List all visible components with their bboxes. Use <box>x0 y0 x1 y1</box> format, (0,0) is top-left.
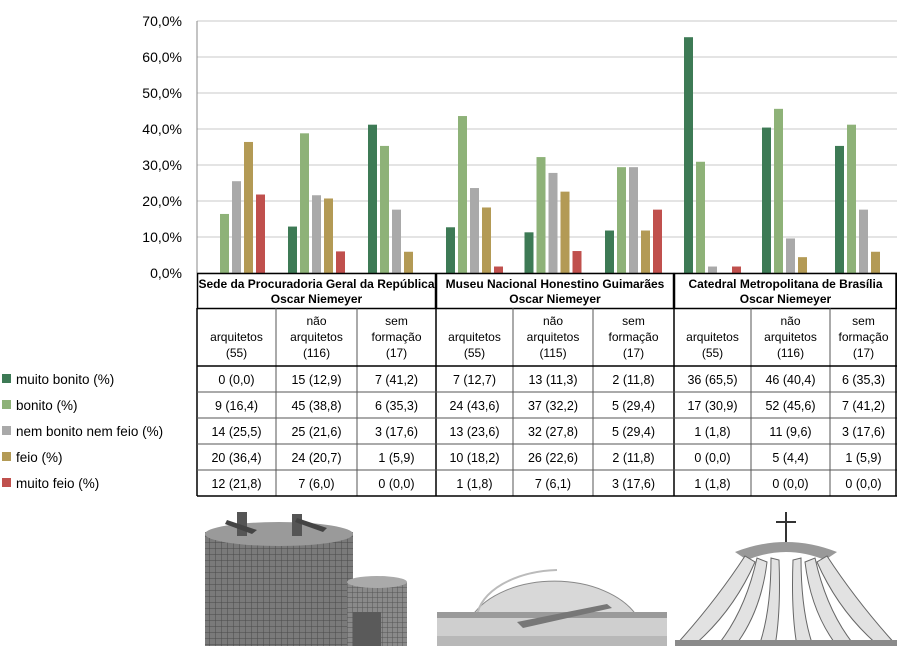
bar <box>786 238 795 273</box>
bar <box>548 172 558 273</box>
y-tick-label: 30,0% <box>142 157 182 173</box>
bar <box>536 157 546 273</box>
bar <box>324 198 333 273</box>
procuradoria-photo <box>205 512 407 646</box>
bar <box>653 209 662 273</box>
bar <box>774 108 783 273</box>
y-tick-label: 40,0% <box>142 121 182 137</box>
building-photos <box>197 512 897 646</box>
bar <box>458 116 467 273</box>
bar-chart: 0,0% 10,0% 20,0% 30,0% 40,0% 50,0% 60,0% 70,0% <box>142 13 897 281</box>
bar <box>696 161 705 273</box>
bar <box>641 230 650 273</box>
bar <box>288 226 297 273</box>
bar <box>629 167 638 273</box>
y-tick-label: 50,0% <box>142 85 182 101</box>
bar <box>368 124 377 274</box>
bar <box>871 251 880 273</box>
bar <box>232 181 241 273</box>
bar <box>859 209 868 273</box>
bar <box>300 133 309 273</box>
bar <box>470 188 479 273</box>
bar <box>380 145 389 273</box>
bar <box>312 195 321 273</box>
bar <box>524 232 534 273</box>
bar <box>835 145 844 273</box>
y-tick-label: 20,0% <box>142 193 182 209</box>
y-tick-label: 0,0% <box>150 265 182 281</box>
catedral-photo <box>675 512 897 646</box>
bar <box>572 251 582 273</box>
bar <box>762 127 771 273</box>
bar <box>494 266 503 273</box>
bar <box>392 209 401 273</box>
bar <box>336 251 345 273</box>
y-tick-label: 70,0% <box>142 13 182 29</box>
bar <box>482 207 491 273</box>
bar <box>708 266 717 273</box>
y-tick-label: 10,0% <box>142 229 182 245</box>
bar <box>220 213 229 273</box>
bar <box>256 194 265 273</box>
bar <box>244 141 253 273</box>
bar <box>560 191 570 273</box>
bar <box>617 167 626 273</box>
museu-photo <box>437 569 667 646</box>
bar <box>605 230 614 273</box>
bar <box>684 37 693 274</box>
y-tick-label: 60,0% <box>142 49 182 65</box>
bar <box>847 124 856 274</box>
bar <box>798 257 807 273</box>
bar <box>732 266 741 273</box>
bar <box>446 227 455 273</box>
bar <box>404 251 413 273</box>
